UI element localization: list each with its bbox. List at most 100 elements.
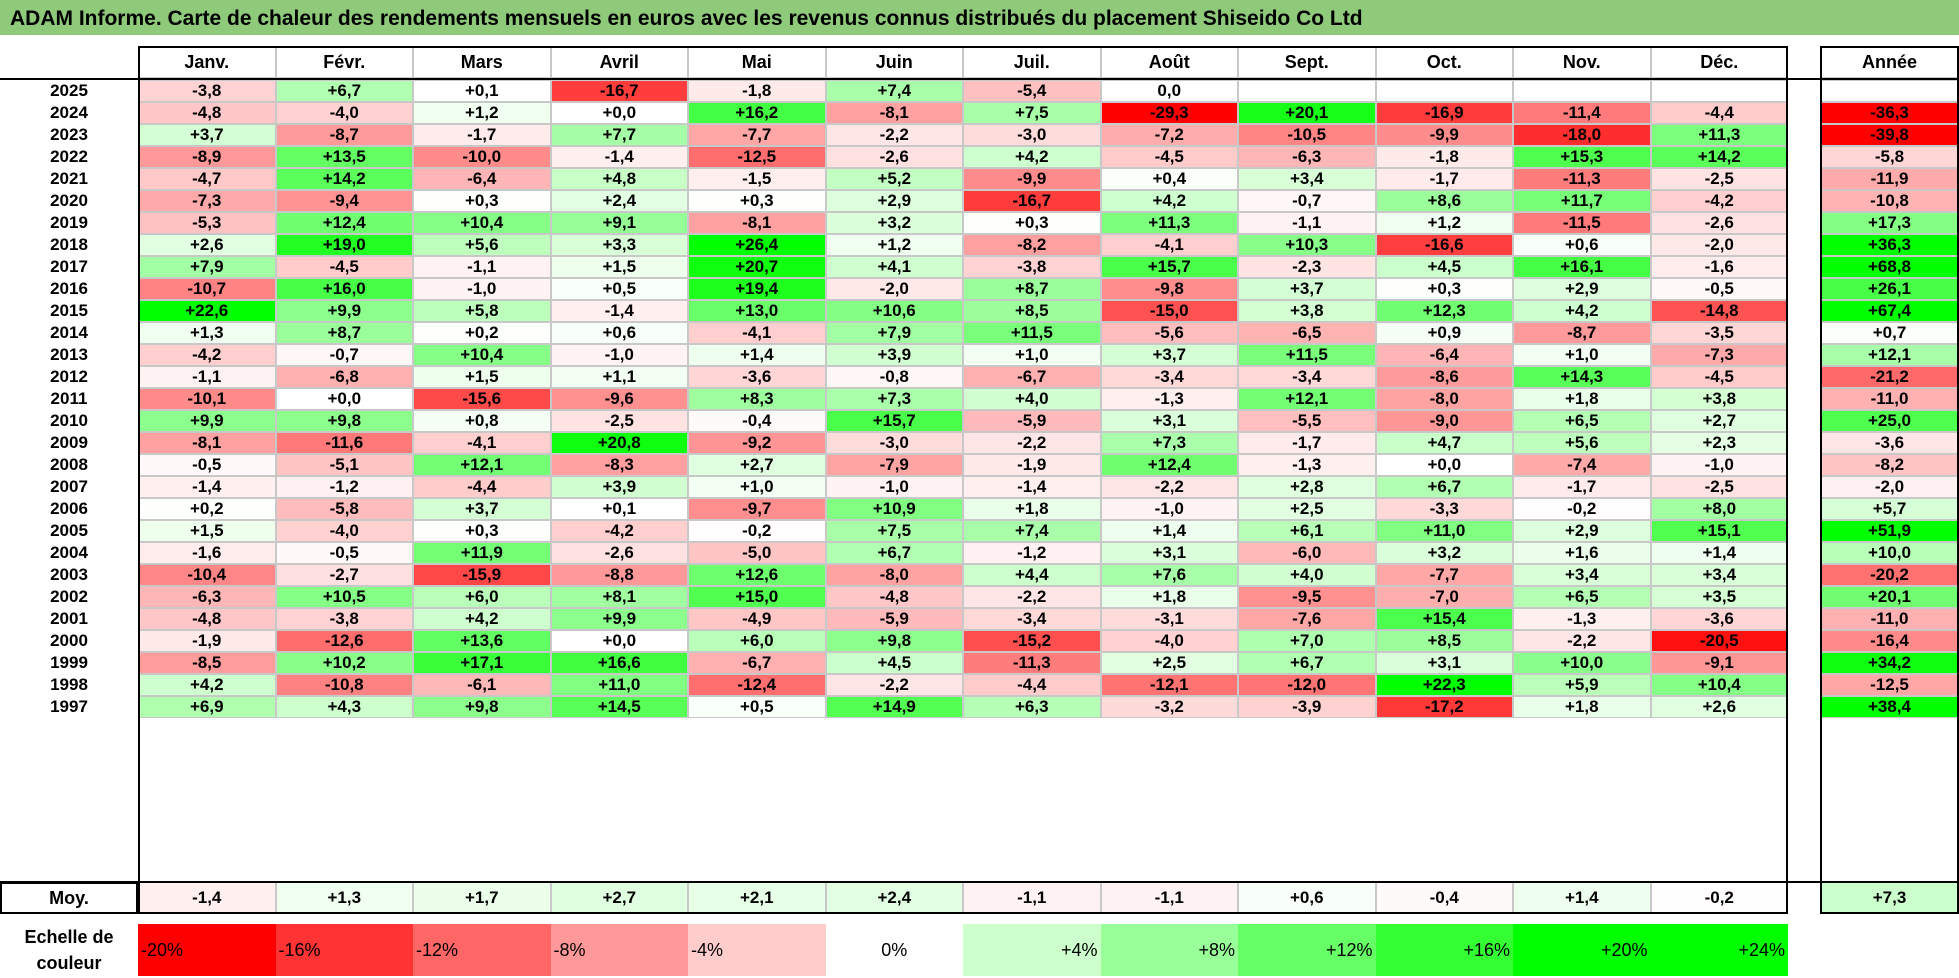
heatmap-cell: +3,4: [1650, 564, 1788, 586]
heatmap-cell: -7,4: [1513, 454, 1651, 476]
annual-cell: -16,4: [1820, 630, 1959, 652]
heatmap-cell: -16,9: [1375, 102, 1513, 124]
heatmap-cell: -9,4: [275, 190, 413, 212]
heatmap-cell: +22,3: [1375, 674, 1513, 696]
heatmap-cell: +5,8: [413, 300, 551, 322]
heatmap-cell: -1,4: [550, 300, 688, 322]
heatmap-cell: -4,9: [688, 608, 826, 630]
heatmap-cell: -12,1: [1100, 674, 1238, 696]
heatmap-cell: -0,7: [1238, 190, 1376, 212]
heatmap-cell: -1,7: [1375, 168, 1513, 190]
heatmap-cell: -4,0: [275, 102, 413, 124]
heatmap-cell: +2,9: [1513, 520, 1651, 542]
heatmap-cell: -6,3: [1238, 146, 1376, 168]
year-label: 2015: [0, 300, 138, 322]
heatmap-cell: -1,6: [1650, 256, 1788, 278]
year-label: 2018: [0, 234, 138, 256]
heatmap-cell: +3,9: [825, 344, 963, 366]
heatmap-cell: -3,6: [688, 366, 826, 388]
average-cell: +1,4: [1513, 882, 1651, 914]
average-label: Moy.: [0, 882, 138, 914]
heatmap-cell: +20,8: [550, 432, 688, 454]
heatmap-cell: -1,0: [1100, 498, 1238, 520]
heatmap-cell: -20,5: [1650, 630, 1788, 652]
heatmap-cell: +12,1: [1238, 388, 1376, 410]
heatmap-cell: +2,7: [1650, 410, 1788, 432]
heatmap-cell: -9,5: [1238, 586, 1376, 608]
heatmap-cell: -4,4: [1650, 102, 1788, 124]
heatmap-cell: -3,2: [1100, 696, 1238, 718]
scale-swatch: -4%: [688, 924, 826, 976]
heatmap-cell: +1,8: [1100, 586, 1238, 608]
heatmap-cell: +0,2: [138, 498, 276, 520]
heatmap-cell: -7,6: [1238, 608, 1376, 630]
heatmap-cell: +4,3: [275, 696, 413, 718]
year-label: 2006: [0, 498, 138, 520]
month-header: Nov.: [1513, 46, 1651, 78]
year-label: 2021: [0, 168, 138, 190]
heatmap-cell: -1,1: [1238, 212, 1376, 234]
average-cell: +2,7: [550, 882, 688, 914]
heatmap-cell: +9,8: [413, 696, 551, 718]
month-header: Févr.: [275, 46, 413, 78]
average-cell: +1,3: [275, 882, 413, 914]
heatmap-cell: +26,4: [688, 234, 826, 256]
heatmap-cell: -7,0: [1375, 586, 1513, 608]
scale-swatch: +4%: [963, 924, 1101, 976]
heatmap-cell: -12,4: [688, 674, 826, 696]
heatmap-cell: -6,7: [963, 366, 1101, 388]
heatmap-cell: +0,3: [963, 212, 1101, 234]
heatmap-cell: +10,4: [1650, 674, 1788, 696]
annual-cell: +20,1: [1820, 586, 1959, 608]
heatmap-cell: -2,2: [963, 586, 1101, 608]
year-label: 2007: [0, 476, 138, 498]
average-cell: -1,1: [1100, 882, 1238, 914]
heatmap-cell: +8,3: [688, 388, 826, 410]
heatmap-cell: +1,5: [138, 520, 276, 542]
heatmap-cell: +0,9: [1375, 322, 1513, 344]
heatmap-cell: +4,7: [1375, 432, 1513, 454]
year-label: 2016: [0, 278, 138, 300]
heatmap-cell: -1,3: [1238, 454, 1376, 476]
heatmap-cell: -7,9: [825, 454, 963, 476]
year-label: 2019: [0, 212, 138, 234]
heatmap-cell: +0,4: [1100, 168, 1238, 190]
heatmap-cell: +6,0: [413, 586, 551, 608]
heatmap-cell: +3,1: [1100, 410, 1238, 432]
heatmap-cell: +1,2: [825, 234, 963, 256]
heatmap-cell: +14,2: [1650, 146, 1788, 168]
month-header: Déc.: [1650, 46, 1788, 78]
heatmap-cell: -10,4: [138, 564, 276, 586]
heatmap-cell: -1,7: [413, 124, 551, 146]
heatmap-cell: +7,4: [825, 80, 963, 102]
heatmap-cell: -1,3: [1513, 608, 1651, 630]
heatmap-cell: -0,5: [138, 454, 276, 476]
heatmap-cell: -8,5: [138, 652, 276, 674]
heatmap-cell: -7,2: [1100, 124, 1238, 146]
heatmap-cell: -1,6: [138, 542, 276, 564]
scale-swatch: -16%: [275, 924, 413, 976]
heatmap-cell: -4,5: [275, 256, 413, 278]
heatmap-cell: -11,3: [963, 652, 1101, 674]
heatmap-cell: [1375, 80, 1513, 102]
heatmap-cell: -16,7: [963, 190, 1101, 212]
heatmap-cell: -0,5: [1650, 278, 1788, 300]
heatmap-cell: -4,1: [413, 432, 551, 454]
heatmap-cell: [1238, 80, 1376, 102]
heatmap-cell: +8,7: [963, 278, 1101, 300]
month-header: Juil.: [963, 46, 1101, 78]
heatmap-cell: +10,4: [413, 344, 551, 366]
heatmap-cell: +0,1: [413, 80, 551, 102]
heatmap-cell: -4,5: [1650, 366, 1788, 388]
heatmap-cell: -6,7: [688, 652, 826, 674]
heatmap-cell: +14,9: [825, 696, 963, 718]
heatmap-cell: -8,7: [1513, 322, 1651, 344]
heatmap-cell: +7,3: [1100, 432, 1238, 454]
heatmap-cell: +3,4: [1513, 564, 1651, 586]
heatmap-cell: -5,1: [275, 454, 413, 476]
heatmap-cell: +11,3: [1650, 124, 1788, 146]
heatmap-cell: +4,4: [963, 564, 1101, 586]
heatmap-cell: -2,6: [825, 146, 963, 168]
heatmap-cell: +1,1: [550, 366, 688, 388]
heatmap-cell: [1650, 80, 1788, 102]
